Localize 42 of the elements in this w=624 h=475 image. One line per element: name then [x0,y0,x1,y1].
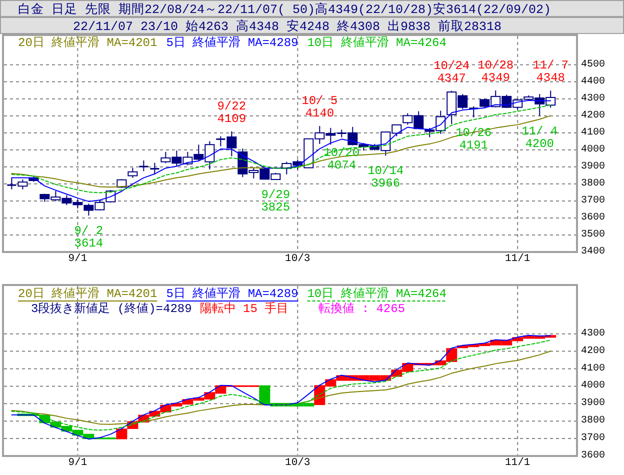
annotation: 10/ 5 4140 [302,94,338,121]
x-tick-label: 11/1 [505,457,530,469]
annotation: 11/ 7 4348 [532,58,569,86]
annotation: 9/22 4109 [217,99,246,126]
y-tick-label: 4300 [581,328,606,340]
y-tick-label: 4500 [581,59,606,70]
y-tick-label: 4200 [581,110,606,122]
annotation: 11/ 4 4200 [522,124,558,151]
x-tick-label: 10/3 [285,457,310,469]
note: 陽転中 15 手目 [200,302,289,316]
y-tick-label: 4000 [581,144,606,156]
y-tick-label: 4400 [581,76,606,88]
x-tick-label: 10/3 [285,253,310,265]
y-tick-label: 3400 [581,246,606,258]
y-tick-label: 3900 [581,161,606,172]
y-tick-label: 4000 [581,380,606,392]
y-tick-label: 4200 [581,346,606,357]
annotation: 9/ 2 3614 [74,224,104,251]
y-tick-label: 3800 [581,178,606,190]
annotation: 9/29 3825 [261,188,290,215]
title: 白金 日足 先限 期間22/08/24～22/11/07( 50)高4349(22/10/28)安3614(22/09/02) [18,3,552,17]
y-tick-label: 3900 [581,398,606,410]
x-tick-label: 9/1 [68,253,88,265]
y-tick-label: 3700 [581,195,606,206]
note: 3段抜き新値足 (終値)=4289 [31,302,192,316]
y-tick-label: 4300 [581,93,606,104]
x-tick-label: 9/1 [68,457,88,469]
annotation: 10/24 4347 [434,58,470,86]
y-tick-label: 3600 [581,212,606,224]
y-tick-label: 3700 [581,433,606,444]
y-tick-label: 4100 [581,363,606,374]
annotation: 10/28 4349 [478,58,514,85]
note: 転換値 : 4265 [318,302,406,316]
y-tick-label: 3500 [581,229,606,240]
y-tick-label: 3600 [581,450,606,462]
legend: 20日 終値平滑 MA=4201 5日 終値平滑 MA=4289 10日 終値平滑 MA=4264 [18,36,446,50]
subtitle: 22/11/07 23/10 始4263 高4348 安4248 終4308 出9838 前取28318 [73,20,502,34]
x-tick-label: 11/1 [505,253,530,265]
y-tick-label: 3800 [581,416,606,427]
legend: 20日 終値平滑 MA=4201 5日 終値平滑 MA=4289 10日 終値平滑 MA=4264 [18,287,447,302]
annotation: 10/14 3966 [368,164,404,191]
y-tick-label: 4100 [581,127,606,138]
